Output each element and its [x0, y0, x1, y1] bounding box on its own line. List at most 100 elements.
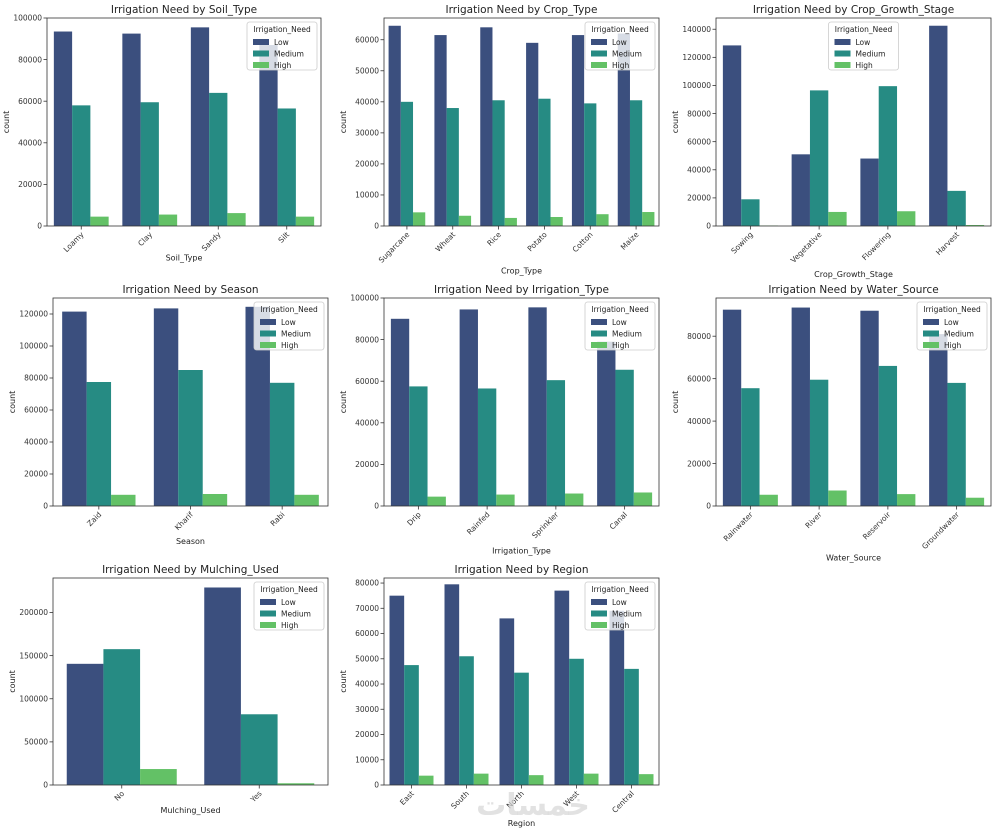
legend-label-medium: Medium: [281, 330, 311, 339]
y-tick-label: 50000: [355, 66, 379, 75]
bar-low-groundwater: [929, 334, 948, 506]
legend-box: [584, 21, 656, 71]
legend-swatch-high: [591, 62, 607, 68]
x-axis-label: Region: [508, 819, 535, 828]
legend-label-medium: Medium: [281, 610, 311, 619]
bar-low-potato: [526, 42, 539, 227]
chart-panel-2: Irrigation Need by Crop_Type 0 10000 20000 3…: [339, 4, 660, 276]
bar-low-sowing: [722, 45, 742, 226]
x-tick-label: Vegetative: [789, 230, 824, 265]
legend: Irrigation_Need Low Medium High: [584, 301, 656, 351]
legend: Irrigation_Need Low Medium High: [584, 581, 656, 631]
y-tick-label: 0: [374, 502, 379, 511]
bar-medium-sprinkler: [546, 380, 566, 506]
bar-low-north: [499, 618, 515, 785]
y-tick-label: 10000: [355, 191, 379, 200]
y-tick-label: 100000: [19, 342, 48, 351]
y-axis-label: count: [8, 391, 17, 414]
x-tick-label: Rainwater: [722, 509, 756, 543]
x-tick-label: Cotton: [571, 230, 595, 254]
legend-swatch-medium: [253, 50, 269, 57]
bar-medium-south: [459, 656, 474, 785]
y-tick-label: 40000: [18, 139, 42, 148]
y-tick-label: 0: [374, 222, 379, 231]
bar-high-no: [140, 769, 177, 785]
bar-low-sprinkler: [528, 307, 547, 506]
y-tick-label: 100000: [13, 14, 42, 23]
x-tick-label: Rice: [485, 230, 503, 248]
bar-high-wheat: [458, 215, 472, 226]
chart-panel-8: Irrigation Need by Region 0 10000 20000 3000…: [339, 564, 660, 828]
bar-high-harvest: [965, 225, 985, 226]
legend-label-medium: Medium: [856, 50, 886, 59]
bar-low-west: [554, 590, 570, 785]
legend-swatch-high: [591, 622, 607, 628]
bar-high-loamy: [90, 216, 109, 226]
legend-label-high: High: [856, 61, 873, 70]
legend-label-high: High: [274, 61, 291, 70]
plot-frame: [52, 577, 329, 786]
y-tick-label: 60000: [355, 377, 379, 386]
legend-label-high: High: [612, 341, 629, 350]
bar-medium-east: [404, 665, 419, 785]
bar-high-rabi: [294, 494, 319, 506]
y-axis-label: count: [671, 391, 680, 414]
watermark: خمسات: [476, 788, 590, 823]
y-tick-label: 100000: [350, 294, 379, 303]
bar-high-west: [583, 773, 599, 785]
bar-high-rainfed: [496, 494, 515, 506]
legend-label-low: Low: [274, 38, 289, 47]
legend-box: [246, 21, 318, 71]
x-tick-label: Loamy: [62, 230, 86, 254]
legend-swatch-medium: [591, 330, 607, 337]
y-tick-label: 20000: [687, 194, 711, 203]
x-tick-label: Sugarcane: [377, 230, 412, 265]
y-axis-label: count: [339, 391, 348, 414]
bar-medium-rainfed: [477, 388, 497, 506]
x-tick-label: Sowing: [729, 230, 755, 256]
y-tick-label: 60000: [18, 97, 42, 106]
y-tick-label: 80000: [24, 374, 48, 383]
y-axis-label: count: [8, 670, 17, 693]
bar-medium-flowering: [878, 86, 898, 226]
y-tick-label: 40000: [355, 419, 379, 428]
y-tick-label: 200000: [19, 608, 48, 617]
y-tick-label: 40000: [24, 438, 48, 447]
plot-frame: [383, 297, 660, 507]
bar-medium-sandy: [209, 92, 228, 226]
y-tick-label: 0: [706, 502, 711, 511]
bar-high-south: [473, 773, 489, 785]
x-tick-label: East: [398, 789, 416, 807]
x-tick-label: Wheat: [434, 230, 458, 254]
plot-frame: [383, 17, 660, 227]
bar-medium-potato: [538, 98, 551, 226]
bar-high-reservoir: [897, 494, 916, 506]
x-tick-label: Canal: [608, 510, 629, 531]
y-tick-label: 60000: [24, 406, 48, 415]
legend-box: [828, 21, 899, 71]
y-tick-label: 80000: [355, 579, 379, 588]
legend-swatch-medium: [260, 610, 276, 617]
legend-swatch-high: [834, 62, 851, 68]
chart-title: Irrigation Need by Water_Source: [768, 284, 938, 296]
y-tick-label: 60000: [355, 629, 379, 638]
bar-low-zaid: [62, 311, 87, 506]
legend-swatch-low: [260, 319, 276, 325]
legend-swatch-high: [260, 622, 276, 628]
chart-title: Irrigation Need by Crop_Growth_Stage: [753, 4, 954, 16]
x-tick-label: Silt: [276, 230, 291, 245]
chart-panel-3: Irrigation Need by Crop_Growth_Stage 0 200…: [671, 4, 992, 279]
chart-title: Irrigation Need by Soil_Type: [111, 4, 257, 16]
y-tick-label: 150000: [19, 651, 48, 660]
chart-panel-5: Irrigation Need by Irrigation_Type 0 20000…: [339, 284, 660, 556]
legend-label-high: High: [612, 621, 629, 630]
legend-swatch-medium: [834, 50, 851, 57]
bar-low-flowering: [860, 158, 879, 226]
bar-high-river: [828, 490, 847, 506]
bar-low-loamy: [53, 31, 73, 226]
y-tick-label: 0: [706, 222, 711, 231]
legend-swatch-low: [591, 319, 607, 325]
plot-frame: [46, 17, 322, 227]
y-axis-label: count: [671, 111, 680, 134]
legend-title: Irrigation_Need: [260, 305, 318, 314]
